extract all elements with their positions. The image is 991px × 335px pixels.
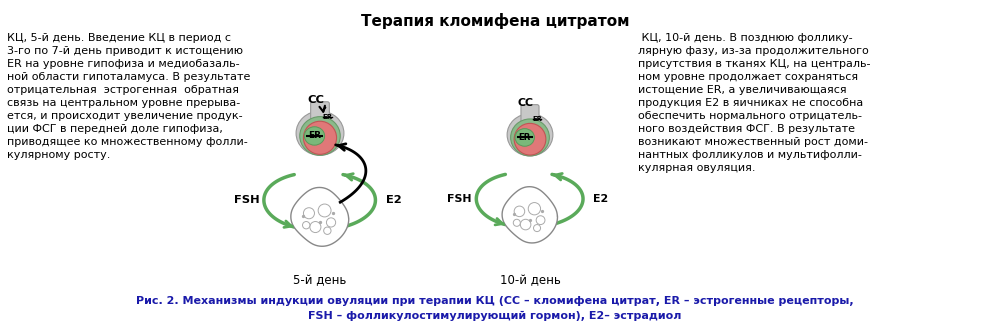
Text: ER: ER <box>518 133 531 142</box>
Circle shape <box>324 227 331 234</box>
Text: КЦ, 10-й день. В позднюю фоллику-
лярную фазу, из-за продолжительного
присутстви: КЦ, 10-й день. В позднюю фоллику- лярную… <box>638 33 870 174</box>
FancyBboxPatch shape <box>521 105 539 128</box>
Ellipse shape <box>296 111 344 155</box>
Ellipse shape <box>514 123 546 155</box>
Ellipse shape <box>304 127 325 145</box>
Polygon shape <box>290 188 349 246</box>
FancyBboxPatch shape <box>310 102 329 126</box>
Circle shape <box>302 221 310 229</box>
Text: Терапия кломифена цитратом: Терапия кломифена цитратом <box>361 13 629 29</box>
Circle shape <box>514 206 524 217</box>
Text: E2: E2 <box>593 194 608 204</box>
Ellipse shape <box>510 119 549 156</box>
Text: ER: ER <box>532 116 542 122</box>
Text: CC: CC <box>517 98 533 108</box>
Ellipse shape <box>507 114 553 156</box>
Ellipse shape <box>303 121 337 154</box>
Ellipse shape <box>299 117 340 155</box>
Circle shape <box>310 221 321 232</box>
Ellipse shape <box>515 129 534 146</box>
Text: CC: CC <box>307 95 324 105</box>
Circle shape <box>520 219 531 230</box>
Circle shape <box>318 204 331 217</box>
Text: FSH – фолликулостимулирующий гормон), Е2– эстрадиол: FSH – фолликулостимулирующий гормон), Е2… <box>308 311 682 321</box>
Text: 5-й день: 5-й день <box>293 274 347 287</box>
Circle shape <box>528 203 540 215</box>
Text: E2: E2 <box>385 195 401 205</box>
Text: 10-й день: 10-й день <box>499 274 561 287</box>
Circle shape <box>326 218 336 227</box>
Circle shape <box>533 224 540 231</box>
Text: FSH: FSH <box>447 194 472 204</box>
Polygon shape <box>502 187 558 243</box>
Circle shape <box>536 216 545 224</box>
Text: Рис. 2. Механизмы индукции овуляции при терапии КЦ (СС – кломифена цитрат, ER – : Рис. 2. Механизмы индукции овуляции при … <box>136 296 854 306</box>
Text: КЦ, 5-й день. Введение КЦ в период с
3-го по 7-й день приводит к истощению
ER на: КЦ, 5-й день. Введение КЦ в период с 3-г… <box>7 33 251 160</box>
Circle shape <box>513 219 520 226</box>
Text: FSH: FSH <box>234 195 260 205</box>
Text: ER: ER <box>322 114 332 120</box>
Circle shape <box>303 208 314 219</box>
Text: ER: ER <box>308 131 321 140</box>
